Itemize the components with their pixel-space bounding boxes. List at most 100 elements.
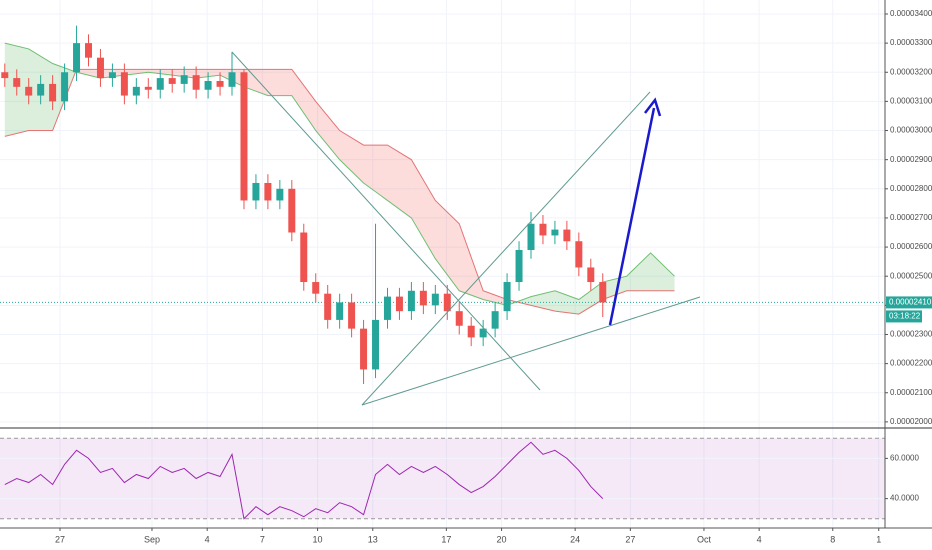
candle-body [503, 282, 511, 312]
candle-body [37, 83, 45, 96]
rsi-tick-label: 40.0000 [890, 494, 919, 503]
candle-body [348, 302, 356, 329]
y-tick-label: 0.00002600 [890, 242, 932, 251]
cloud-segment [578, 282, 603, 315]
candle-body [312, 282, 320, 294]
x-tick-label: Sep [144, 534, 160, 544]
y-tick-label: 0.00003000 [890, 126, 932, 135]
y-tick-label: 0.00002500 [890, 271, 932, 280]
candle-body [85, 43, 92, 58]
cloud-segment [411, 159, 436, 259]
candle-body [300, 232, 308, 283]
y-tick-label: 0.00003100 [890, 97, 932, 106]
candle-body [372, 319, 380, 370]
candle-body [204, 80, 212, 90]
arrow-head [644, 97, 662, 117]
cloud-segment [315, 101, 340, 160]
y-tick-label: 0.00003400 [890, 9, 932, 18]
candle-body [383, 296, 391, 320]
cloud-segment [387, 145, 412, 218]
candle-body [467, 325, 475, 338]
x-tick-label: 7 [260, 534, 265, 544]
candle-body [216, 80, 224, 87]
cloud-segment [459, 223, 484, 300]
candle-body [156, 78, 164, 90]
y-tick-label: 0.00002300 [890, 330, 932, 339]
candle-body [264, 182, 272, 201]
candle-body [288, 188, 296, 233]
candle-body [96, 57, 104, 79]
rsi-pane [0, 437, 885, 520]
candle-body [599, 282, 607, 303]
drawings [231, 51, 701, 406]
cloud-segment [554, 290, 579, 315]
cloud-segment [602, 276, 627, 300]
trend-line [231, 51, 541, 391]
candle-body [360, 328, 368, 370]
x-tick-label: 4 [205, 534, 210, 544]
cloud-segment [626, 252, 651, 291]
cloud-segment [483, 290, 508, 306]
x-tick-label: 27 [55, 534, 65, 544]
trend-line [361, 296, 701, 406]
y-tick-label: 0.00002900 [890, 155, 932, 164]
cloud-segment [531, 290, 555, 312]
timer: 03:18:22 [889, 312, 921, 321]
candle-body [575, 241, 583, 268]
trend-line [361, 91, 651, 406]
cloud-edge [4, 42, 675, 306]
cloud-segment [124, 69, 149, 76]
candle-body [539, 223, 547, 236]
cloud-segment [291, 69, 316, 131]
cloud-edge [4, 68, 675, 315]
axes: 0.00002000 0.00002100 0.00002200 0.00002300… [55, 9, 932, 544]
x-tick-label: 20 [497, 534, 507, 544]
candle-body [240, 72, 248, 201]
candle-body [479, 328, 487, 338]
timer-box [886, 310, 922, 323]
candle-body [419, 290, 427, 306]
cloud-segment [363, 145, 388, 201]
candle-body [324, 293, 332, 320]
cloud-segment [435, 200, 460, 291]
price-label: 0.00002410 [889, 298, 932, 307]
x-tick-label: Oct [697, 534, 712, 544]
candle-body [228, 72, 236, 87]
candle-body [455, 311, 463, 326]
y-tick-label: 0.00003300 [890, 38, 932, 47]
candle-body [120, 72, 128, 96]
candle-body [491, 311, 499, 329]
candle-body [407, 290, 415, 312]
cloud-segment [650, 252, 675, 291]
candle-body [443, 293, 451, 312]
candle-body [73, 43, 81, 73]
x-tick-label: 17 [441, 534, 451, 544]
candle-body [61, 72, 69, 102]
candle-body [431, 293, 439, 306]
arrow [608, 107, 656, 326]
candle-body [587, 267, 595, 283]
x-tick-label: 13 [368, 534, 378, 544]
candle-body [25, 86, 33, 96]
candle-body [527, 223, 535, 250]
y-tick-label: 0.00002700 [890, 213, 932, 222]
candle-body [13, 78, 21, 87]
candle-body [515, 249, 523, 283]
rsi-tick-label: 60.0000 [890, 453, 919, 462]
y-tick-label: 0.00003200 [890, 67, 932, 76]
candle-body [132, 86, 140, 96]
candle-body [336, 302, 344, 320]
rsi-line [4, 441, 604, 520]
candle-body [1, 72, 9, 79]
candle-body [108, 72, 116, 79]
cloud-segment [339, 130, 364, 183]
candle-body [276, 188, 284, 201]
y-tick-label: 0.00002200 [890, 359, 932, 368]
x-tick-label: 24 [570, 534, 580, 544]
y-tick-label: 0.00002000 [890, 417, 932, 426]
candle-body [49, 83, 57, 102]
price-label-box [886, 296, 932, 309]
rsi-band [0, 438, 885, 519]
